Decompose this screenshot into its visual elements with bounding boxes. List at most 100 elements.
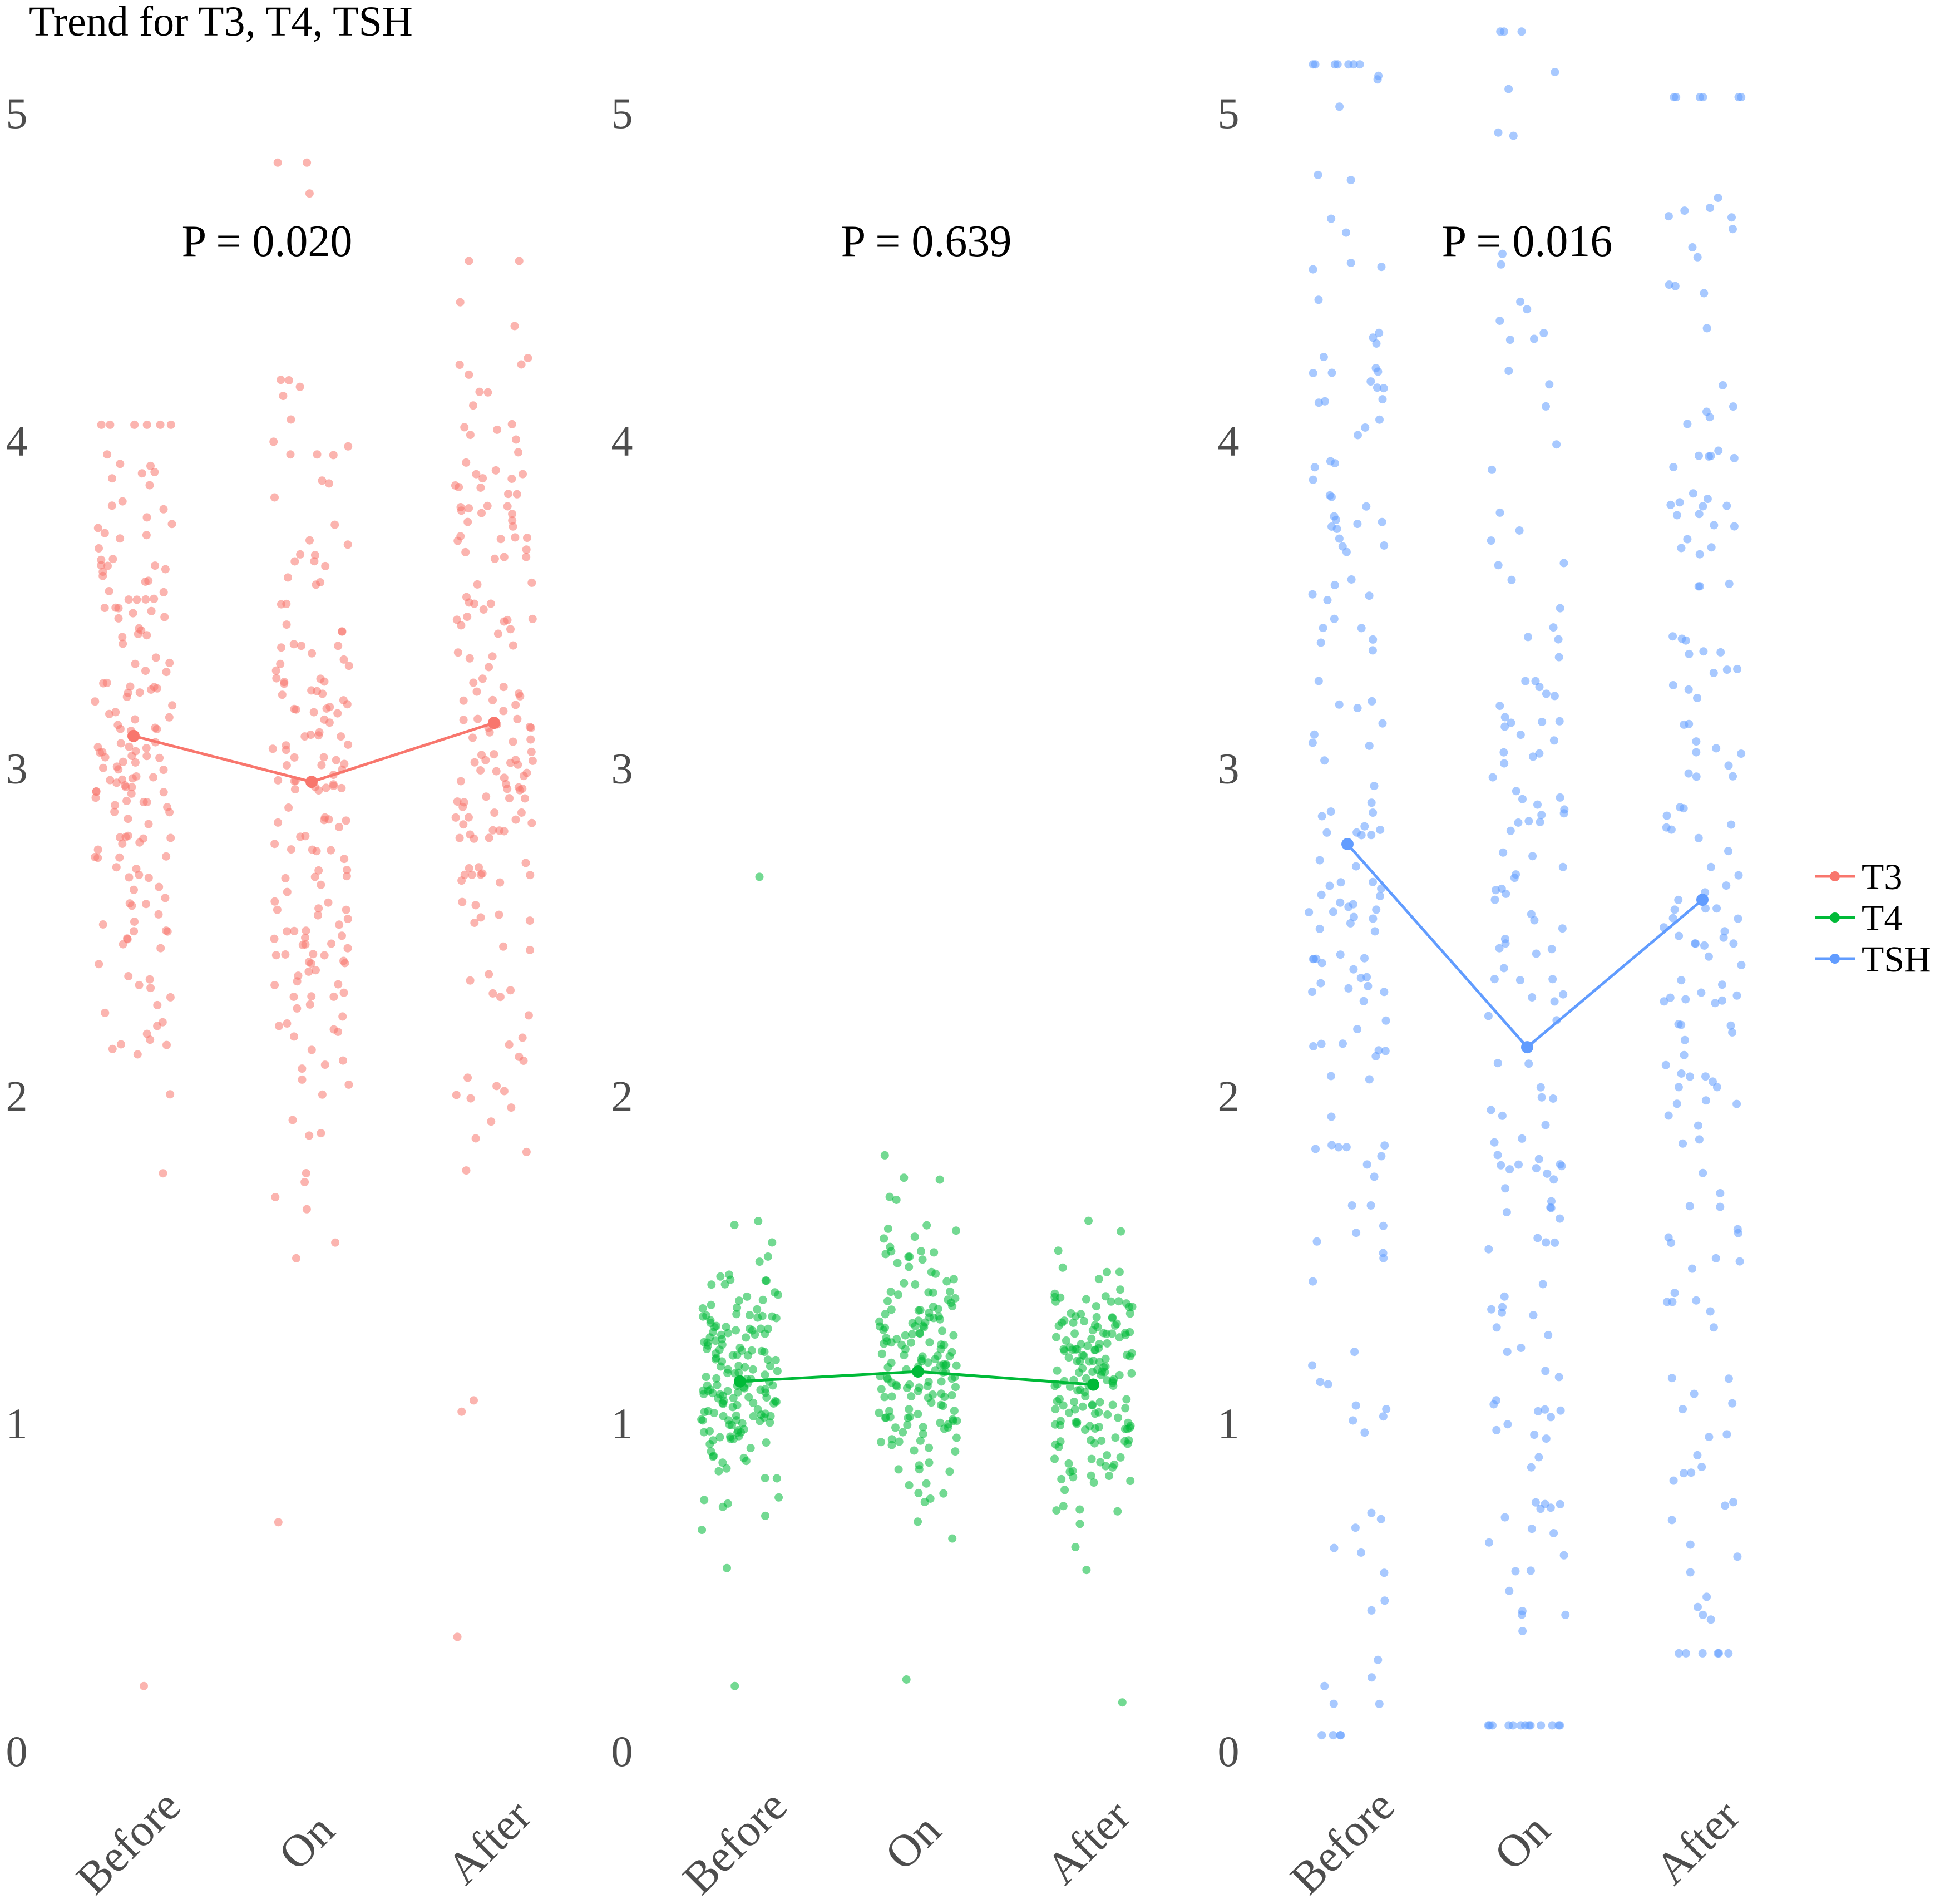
data-point — [1537, 1093, 1546, 1102]
data-point — [319, 753, 328, 762]
data-point — [1560, 805, 1569, 814]
data-point — [1499, 748, 1508, 757]
data-point — [527, 818, 536, 827]
data-point — [92, 787, 101, 796]
data-point — [1695, 1135, 1704, 1144]
data-point — [338, 627, 347, 636]
data-point — [1484, 1012, 1493, 1020]
data-point — [1675, 498, 1684, 507]
panel-t4: 0 1 2 3 4 5 P = 0.639 Before On After — [611, 89, 1140, 1904]
data-point — [140, 1681, 148, 1690]
data-point — [1059, 1401, 1068, 1410]
data-point — [496, 535, 505, 544]
data-point — [465, 504, 473, 513]
data-point — [149, 773, 157, 782]
data-point — [340, 959, 349, 968]
data-point — [900, 1173, 909, 1182]
data-point — [761, 1511, 769, 1520]
data-point — [469, 678, 478, 687]
data-point — [1688, 1264, 1696, 1273]
data-point — [314, 904, 323, 913]
data-point — [126, 682, 135, 691]
data-point — [488, 826, 497, 835]
data-point — [1381, 1016, 1390, 1025]
data-point — [1672, 1099, 1681, 1108]
data-point — [902, 1675, 911, 1684]
data-point — [705, 1333, 714, 1342]
data-point — [1545, 380, 1554, 389]
data-point — [271, 951, 280, 960]
mean-point — [1341, 838, 1354, 851]
data-point — [132, 865, 141, 874]
data-point — [1730, 522, 1739, 531]
mean-point — [734, 1375, 746, 1388]
data-point — [517, 808, 526, 817]
data-point — [1664, 1111, 1673, 1120]
data-point — [1380, 988, 1389, 997]
data-point — [732, 1411, 740, 1420]
data-point — [1308, 738, 1317, 747]
data-point — [1726, 1021, 1735, 1030]
data-point — [1500, 759, 1509, 768]
data-point — [159, 588, 168, 596]
data-point — [1668, 681, 1677, 689]
data-point — [284, 573, 292, 582]
data-point — [1052, 1333, 1060, 1341]
data-point — [1671, 282, 1680, 290]
data-point — [309, 950, 318, 959]
data-point — [155, 882, 164, 891]
data-point — [900, 1279, 909, 1288]
data-point — [131, 758, 140, 767]
data-point — [1729, 225, 1737, 234]
data-point — [523, 534, 531, 542]
data-point — [1080, 1316, 1089, 1325]
data-point — [905, 1262, 914, 1271]
data-point — [1353, 1025, 1362, 1034]
data-point — [270, 840, 279, 849]
data-point — [468, 733, 477, 742]
data-point — [1674, 1083, 1683, 1092]
legend-label: TSH — [1862, 939, 1931, 980]
data-point — [1309, 369, 1317, 377]
legend-label: T4 — [1862, 898, 1902, 939]
data-point — [1712, 904, 1721, 913]
data-point — [1095, 1340, 1104, 1349]
data-point — [522, 1147, 531, 1156]
data-point — [1073, 1418, 1082, 1427]
data-point — [320, 715, 329, 724]
data-point — [735, 1296, 743, 1305]
data-point — [875, 1317, 884, 1326]
data-point — [278, 690, 287, 699]
data-point — [137, 626, 146, 635]
mean-point — [127, 729, 140, 742]
data-point — [771, 1355, 780, 1364]
data-point — [733, 1350, 742, 1359]
data-point — [1375, 1699, 1384, 1708]
data-point — [527, 747, 536, 756]
data-point — [305, 536, 314, 545]
data-point — [338, 931, 346, 940]
data-point — [1505, 336, 1514, 344]
data-point — [1315, 856, 1324, 865]
data-point — [939, 1489, 948, 1498]
data-point — [1693, 694, 1701, 702]
data-point — [147, 606, 156, 615]
data-point — [768, 1238, 777, 1247]
data-point — [458, 897, 467, 906]
data-point — [1497, 1161, 1505, 1170]
data-point — [1712, 744, 1721, 753]
data-point — [1514, 1160, 1523, 1169]
data-point — [490, 750, 498, 759]
data-point — [1310, 955, 1318, 963]
data-point — [496, 993, 505, 1002]
data-point — [116, 460, 125, 468]
data-point — [1716, 1189, 1725, 1197]
data-point — [1699, 1610, 1707, 1619]
data-point — [1311, 1145, 1320, 1153]
data-point — [880, 1393, 889, 1402]
data-point — [1317, 1731, 1326, 1740]
data-point — [116, 833, 125, 842]
data-point — [733, 1428, 742, 1437]
data-point — [1697, 988, 1706, 997]
